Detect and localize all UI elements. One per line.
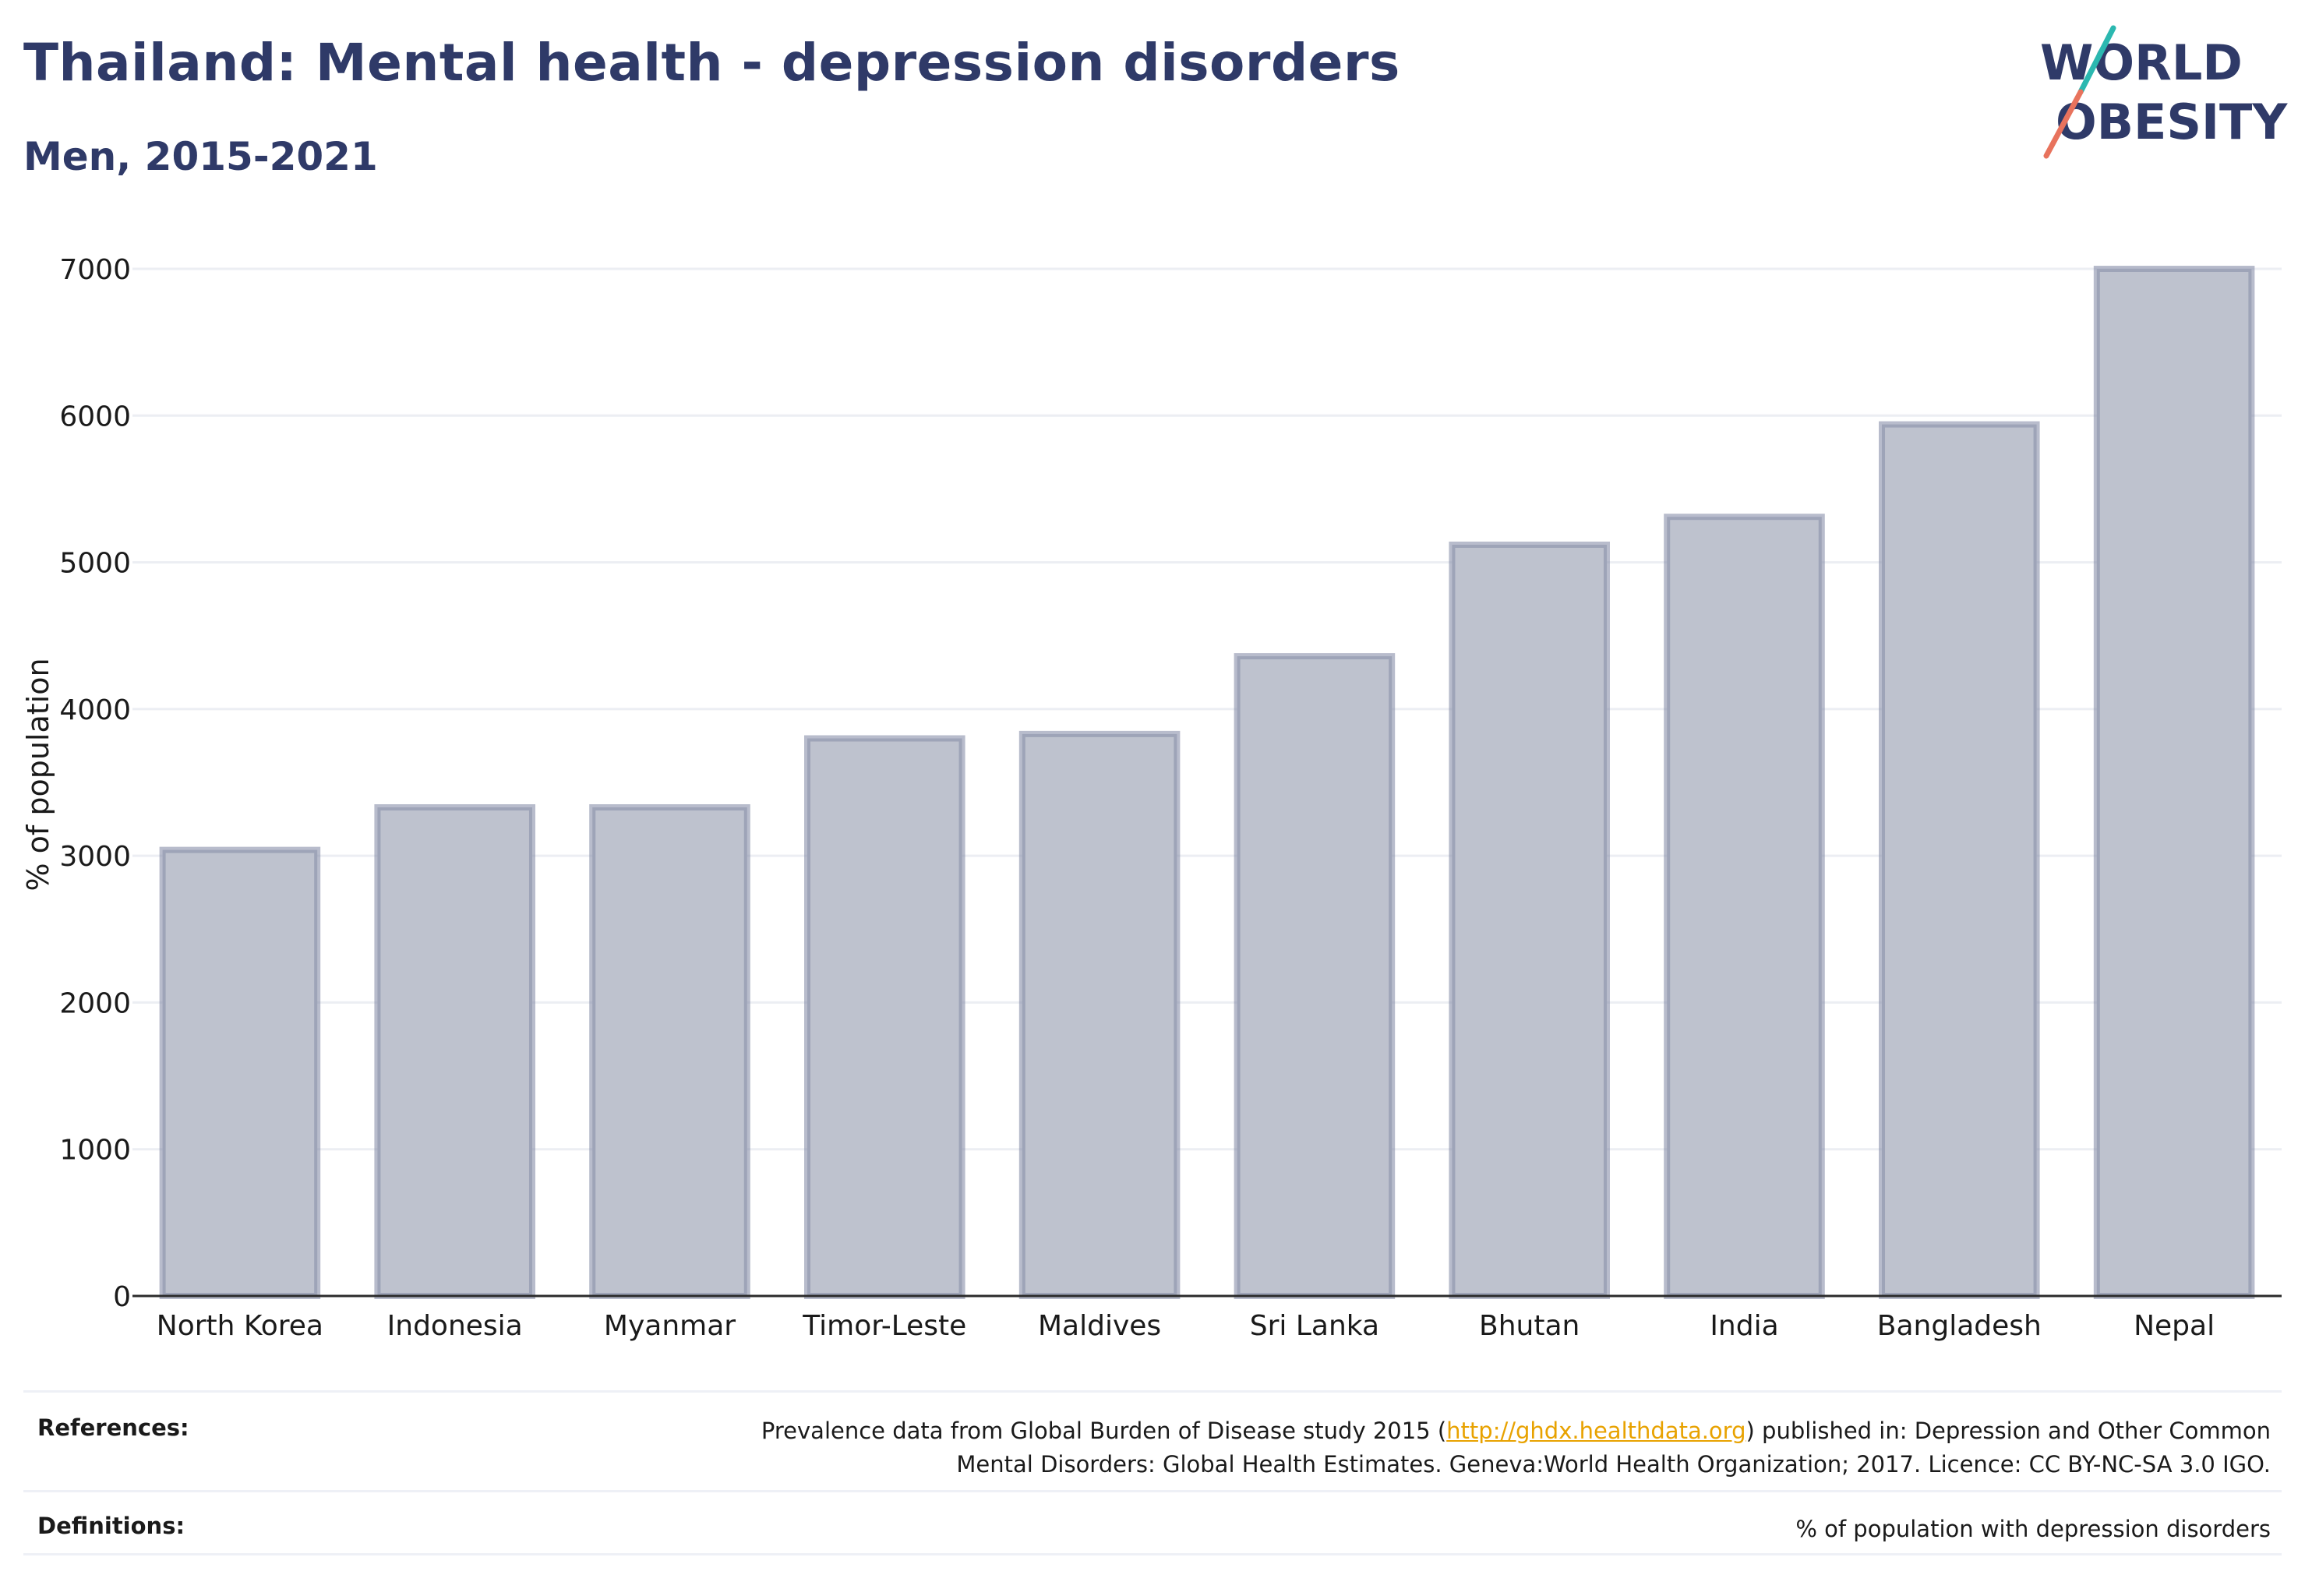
y-tick-label: 5000 [59, 548, 131, 580]
x-tick-label: Maldives [1038, 1310, 1161, 1342]
y-tick-label: 7000 [59, 254, 131, 286]
chart-title: Thailand: Mental health - depression dis… [23, 33, 1400, 93]
definitions-text: % of population with depression disorder… [1795, 1516, 2271, 1542]
bar-nepal[interactable] [2093, 266, 2255, 1299]
y-axis-title: % of population [21, 658, 55, 891]
bars [159, 266, 2255, 1299]
bar-myanmar[interactable] [589, 804, 750, 1299]
references-row: References: Prevalence data from Global … [23, 1390, 2282, 1490]
x-tick-label: Bangladesh [1877, 1310, 2042, 1342]
x-tick-label: Bhutan [1479, 1310, 1580, 1342]
bar-timor-leste[interactable] [804, 735, 965, 1299]
x-tick-label: Indonesia [387, 1310, 523, 1342]
y-tick-label: 1000 [59, 1135, 131, 1167]
y-tick-label: 6000 [59, 401, 131, 433]
bar-indonesia[interactable] [374, 804, 535, 1299]
y-tick-label: 3000 [59, 841, 131, 873]
logo-line2: OBESITY [2056, 94, 2288, 150]
chart-footer: References: Prevalence data from Global … [23, 1390, 2282, 1555]
logo-slash-coral [2043, 89, 2084, 159]
x-tick-label: India [1710, 1310, 1778, 1342]
references-text: Prevalence data from Global Burden of Di… [761, 1414, 2282, 1481]
bar-maldives[interactable] [1018, 730, 1181, 1299]
x-tick-label: North Korea [157, 1310, 323, 1342]
bar-chart: 0 1000 2000 3000 4000 5000 6000 7000 North Korea… [21, 254, 2282, 1342]
references-text-after: ) published in: Depression and Other Com… [1746, 1418, 2271, 1444]
references-line2: Mental Disorders: Global Health Estimate… [956, 1451, 2271, 1478]
y-tick-label: 2000 [59, 987, 131, 1019]
chart-subtitle: Men, 2015-2021 [23, 134, 378, 179]
x-tick-label: Nepal [2134, 1310, 2215, 1342]
logo-slash-teal [2077, 25, 2116, 95]
definitions-label: Definitions: [37, 1513, 185, 1539]
bar-bangladesh[interactable] [1879, 421, 2040, 1299]
references-link[interactable]: http://ghdx.healthdata.org [1446, 1418, 1746, 1444]
bar-bhutan[interactable] [1449, 541, 1610, 1299]
tick-labels: 0 1000 2000 3000 4000 5000 6000 7000 North Korea… [59, 254, 2215, 1342]
bar-sri-lanka[interactable] [1234, 653, 1396, 1299]
x-tick-label: Myanmar [604, 1310, 736, 1342]
logo-line1: WORLD [2040, 34, 2243, 91]
world-obesity-logo: WORLD OBESITY [2040, 25, 2288, 159]
bar-north-korea[interactable] [159, 846, 321, 1299]
definitions-row: Definitions: % of population with depres… [23, 1490, 2282, 1555]
references-text-before: Prevalence data from Global Burden of Di… [761, 1418, 1447, 1444]
y-tick-label: 4000 [59, 694, 131, 726]
bar-india[interactable] [1664, 514, 1825, 1299]
y-tick-label: 0 [113, 1281, 131, 1313]
x-tick-label: Sri Lanka [1250, 1310, 1379, 1342]
x-tick-label: Timor-Leste [802, 1310, 966, 1342]
references-label: References: [37, 1414, 189, 1441]
